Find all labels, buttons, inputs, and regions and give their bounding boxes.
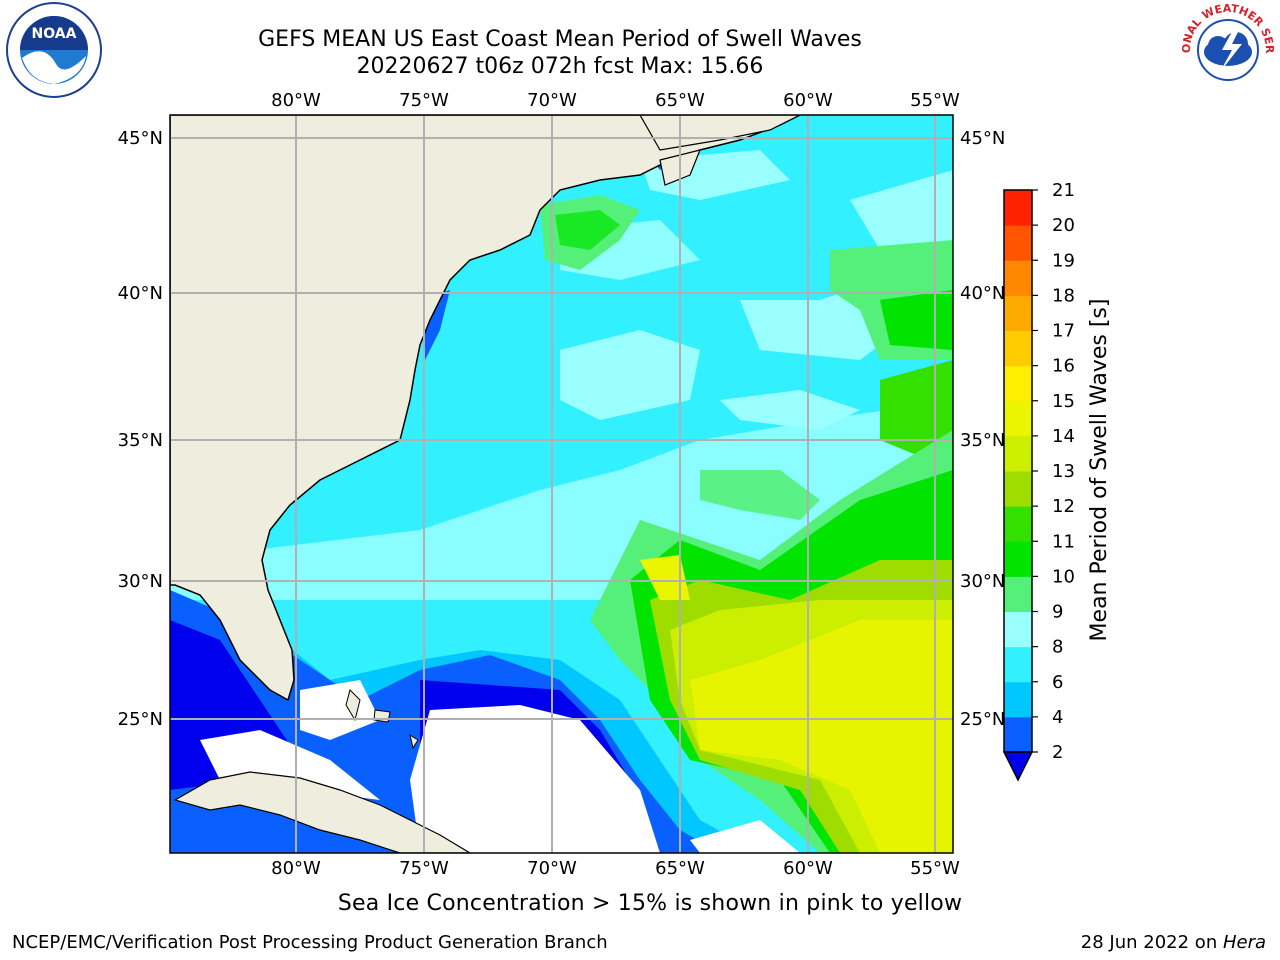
colorbar-swatch [1004,681,1032,718]
colorbar-tick-label: 18 [1052,285,1075,306]
lat-label-right: 30°N [960,571,1005,592]
colorbar-tick-label: 21 [1052,180,1075,201]
colorbar-swatch [1004,435,1032,472]
lat-label-left: 45°N [118,128,163,149]
colorbar-swatch [1004,295,1032,331]
colorbar-tick-label: 2 [1052,742,1063,763]
lon-label-bottom: 65°W [655,858,705,879]
colorbar-swatch [1004,471,1032,507]
graticule [170,115,953,853]
colorbar-swatch [1004,541,1032,577]
lat-label-right: 40°N [960,283,1005,304]
lon-label-top: 75°W [399,90,449,111]
lon-label-top: 65°W [655,90,705,111]
colorbar-label: Mean Period of Swell Waves [s] [1087,299,1112,642]
colorbar-swatch [1004,365,1032,402]
footer-date: 28 Jun 2022 on Hera [1081,932,1266,953]
footer-machine: Hera [1222,932,1266,953]
colorbar-swatch [1004,506,1032,542]
colorbar-tick-label: 8 [1052,637,1063,658]
chart-subtitle: 20220627 t06z 072h fcst Max: 15.66 [356,54,764,79]
lon-label-bottom: 55°W [910,858,960,879]
colorbar-tick-label: 14 [1052,426,1075,447]
sea-ice-caption: Sea Ice Concentration > 15% is shown in … [337,891,963,916]
lon-label-top: 80°W [271,90,321,111]
colorbar-tick-label: 12 [1052,496,1075,517]
colorbar-tick-label: 13 [1052,461,1075,482]
colorbar-tick-label: 19 [1052,250,1075,271]
colorbar-swatch [1004,225,1032,261]
colorbar-tick-label: 20 [1052,215,1075,236]
nws-logo: NATIONAL WEATHER SERVICE [1178,2,1276,97]
colorbar-tick-label: 15 [1052,391,1075,412]
colorbar-swatch [1004,190,1032,226]
colorbar-swatch [1004,611,1032,648]
lon-label-bottom: 70°W [527,858,577,879]
colorbar-swatch [1004,330,1032,367]
lat-label-right: 35°N [960,430,1005,451]
colorbar-swatch [1004,646,1032,683]
colorbar-swatch [1004,260,1032,296]
colorbar-tick-label: 6 [1052,672,1063,693]
footer-credit: NCEP/EMC/Verification Post Processing Pr… [12,932,608,953]
colorbar-tick-label: 11 [1052,531,1075,552]
lon-label-top: 55°W [910,90,960,111]
lat-label-left: 25°N [118,709,163,730]
lat-label-left: 40°N [118,283,163,304]
colorbar-swatch [1004,716,1032,753]
lon-label-bottom: 60°W [783,858,833,879]
colorbar-under-triangle [1002,751,1034,782]
lon-label-top: 60°W [783,90,833,111]
colorbar-swatch [1004,576,1032,612]
lat-label-right: 25°N [960,709,1005,730]
lon-label-top: 70°W [527,90,577,111]
lon-label-bottom: 75°W [399,858,449,879]
noaa-logo: NOAA [6,2,102,98]
land-cuba [173,771,472,853]
lat-label-left: 30°N [118,571,163,592]
lon-label-bottom: 80°W [271,858,321,879]
footer-date-text: 28 Jun 2022 on [1080,932,1223,953]
lat-label-right: 45°N [960,128,1005,149]
colorbar-tick-label: 4 [1052,707,1063,728]
land-us [170,115,801,702]
chart-title: GEFS MEAN US East Coast Mean Period of S… [258,27,862,52]
colorbar-swatch [1004,400,1032,437]
colorbar-tick-label: 9 [1052,602,1063,623]
colorbar-tick-label: 17 [1052,321,1075,342]
lat-label-left: 35°N [118,430,163,451]
colorbar-tick-label: 10 [1052,566,1075,587]
colorbar-tick-label: 16 [1052,356,1075,377]
noaa-logo-text: NOAA [32,26,77,42]
colorbar: 2 4 6 8 9 10 11 12 13 14 15 16 17 18 19 20 21 [1002,180,1075,782]
